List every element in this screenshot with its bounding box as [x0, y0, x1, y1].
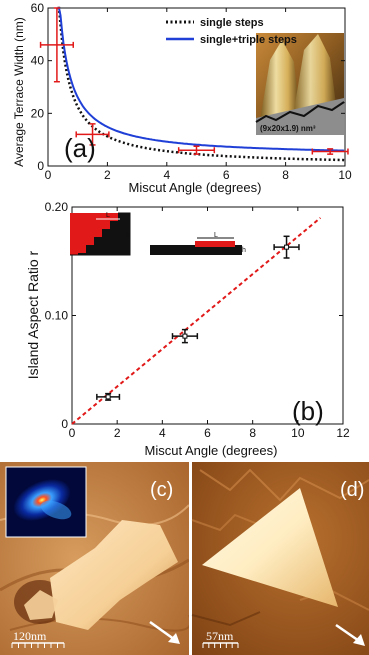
- inset-label-h-2: h: [242, 247, 246, 254]
- chart-a-xlabel: Miscut Angle (degrees): [129, 180, 262, 195]
- triangle-island-d: [202, 488, 338, 607]
- y-tick-label: 0: [61, 417, 68, 431]
- panel-c: (c) 120nm: [0, 462, 192, 655]
- chart-b-ylabel: Island Aspect Ratio r: [25, 250, 41, 379]
- panel-c-label: (c): [150, 479, 173, 501]
- x-tick-label: 0: [45, 168, 52, 182]
- scale-bar-c: 120nm: [13, 629, 47, 643]
- panel-b-label: (b): [292, 396, 324, 426]
- data-point: [39, 7, 74, 83]
- point-marker: [182, 333, 188, 339]
- x-tick-label: 2: [114, 426, 121, 440]
- inset-dimension-label: (9x20x1.9) nm³: [260, 124, 316, 133]
- aspect-ratio-insets: L h L h: [70, 212, 246, 256]
- data-point: [171, 328, 199, 344]
- plot-frame: [47, 7, 346, 167]
- inset-label-l-2: L: [214, 232, 218, 239]
- y-tick-label: 60: [31, 1, 45, 15]
- legend-entry: single steps: [200, 17, 264, 29]
- fit-line: [71, 217, 322, 425]
- chart-a-ylabel: Average Terrace Width (nm): [12, 17, 26, 167]
- y-tick-label: 40: [31, 54, 45, 68]
- y-tick-label: 0.20: [45, 200, 69, 214]
- x-tick-label: 10: [338, 168, 352, 182]
- point-marker: [284, 244, 290, 250]
- panel-b: 0 2 4 6 8 10 12 0 0.10 0.20 L h L h (b) Miscut An…: [25, 200, 350, 458]
- chart-b-axes: 0 2 4 6 8 10 12 0 0.10 0.20: [45, 200, 350, 440]
- y-tick-label: 0: [37, 159, 44, 173]
- chart-a-legend: single steps single+triple steps: [166, 17, 297, 46]
- x-tick-label: 12: [336, 426, 350, 440]
- chart-b-xlabel: Miscut Angle (degrees): [145, 443, 278, 458]
- x-tick-label: 2: [104, 168, 111, 182]
- chart-b-plot: [71, 217, 322, 425]
- series-line: [57, 7, 345, 152]
- legend-entry: single+triple steps: [200, 34, 297, 46]
- panel-a-label: (a): [64, 133, 96, 163]
- x-tick-label: 10: [291, 426, 305, 440]
- x-tick-label: 6: [204, 426, 211, 440]
- chart-a-plot: [39, 6, 349, 162]
- data-point: [273, 235, 300, 259]
- x-tick-label: 8: [282, 168, 289, 182]
- data-point: [177, 145, 216, 155]
- data-point: [311, 148, 349, 155]
- panel-d: (d) 57nm: [191, 462, 369, 655]
- inset-label-l-1: L: [106, 212, 110, 219]
- point-marker: [105, 394, 111, 400]
- x-tick-label: 0: [69, 426, 76, 440]
- island-c: [50, 520, 178, 630]
- stm-inset-image: (9x20x1.9) nm³: [255, 33, 345, 135]
- x-tick-label: 6: [223, 168, 230, 182]
- x-tick-label: 4: [159, 426, 166, 440]
- data-point: [75, 123, 110, 146]
- y-tick-label: 20: [31, 106, 45, 120]
- panel-a: (9x20x1.9) nm³ 0 2 4 6 8 10 0 20 40 60 single ste…: [12, 1, 352, 195]
- inset-label-h-1: h: [126, 232, 130, 239]
- x-tick-label: 4: [163, 168, 170, 182]
- y-tick-label: 0.10: [45, 309, 69, 323]
- panel-d-label: (d): [340, 479, 364, 501]
- data-point: [96, 392, 121, 401]
- chart-a-axes: 0 2 4 6 8 10 0 20 40 60: [31, 1, 352, 182]
- x-tick-label: 8: [249, 426, 256, 440]
- scale-bar-d: 57nm: [206, 629, 234, 643]
